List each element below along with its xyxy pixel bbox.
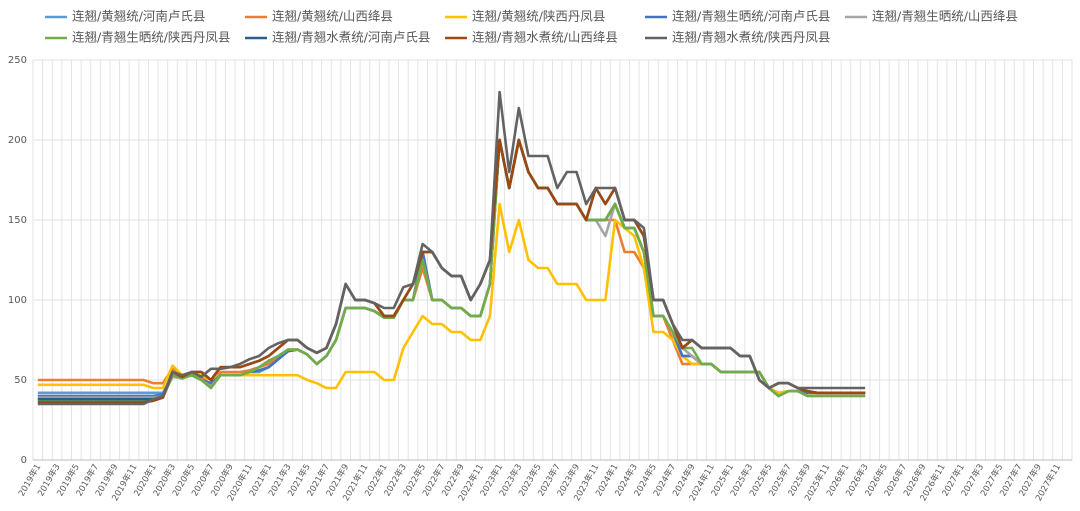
y-tick-label: 150 <box>8 215 27 226</box>
series-line <box>37 138 866 404</box>
legend-label: 连翘/黄翘统/山西绛县 <box>272 9 393 24</box>
series-line <box>37 138 866 398</box>
series-line <box>37 138 866 398</box>
series-line <box>37 138 866 398</box>
legend-label: 连翘/青翘生晒统/河南卢氏县 <box>672 9 830 24</box>
series-line <box>37 90 866 406</box>
legend-label: 连翘/青翘水煮统/山西绛县 <box>472 30 618 45</box>
legend-label: 连翘/青翘水煮统/河南卢氏县 <box>272 30 430 45</box>
legend-label: 连翘/青翘生晒统/陕西丹凤县 <box>72 30 230 45</box>
series-line <box>37 138 866 403</box>
y-tick-label: 50 <box>14 375 27 386</box>
legend-label: 连翘/黄翘统/河南卢氏县 <box>72 9 205 24</box>
y-tick-label: 100 <box>8 295 27 306</box>
series-line <box>37 138 866 401</box>
series-line <box>37 202 866 395</box>
series-line <box>37 138 866 399</box>
legend-label: 连翘/青翘生晒统/山西绛县 <box>872 9 1018 24</box>
legend-label: 连翘/黄翘统/陕西丹凤县 <box>472 9 605 24</box>
y-tick-label: 0 <box>21 455 27 466</box>
y-tick-label: 200 <box>8 135 27 146</box>
legend-label: 连翘/青翘水煮统/陕西丹凤县 <box>672 30 830 45</box>
y-tick-label: 250 <box>8 55 27 66</box>
